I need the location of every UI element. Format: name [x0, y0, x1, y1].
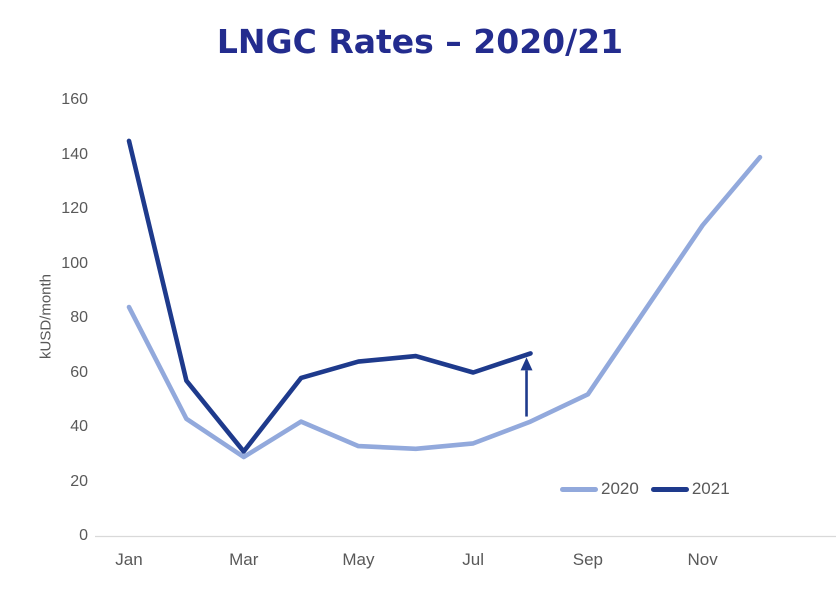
chart-title: LNGC Rates – 2020/21 — [216, 22, 624, 61]
y-tick-label-140: 140 — [61, 145, 88, 163]
legend-item-2020: 2020 — [560, 479, 639, 499]
annotation-arrow-head — [520, 357, 533, 371]
y-tick-label-60: 60 — [70, 363, 88, 381]
legend-swatch-2021 — [650, 486, 689, 492]
legend-label-2021: 2021 — [691, 479, 730, 498]
x-tick-label-Mar: Mar — [229, 550, 259, 569]
y-tick-label-80: 80 — [70, 309, 88, 326]
x-tick-label-Jan: Jan — [115, 550, 143, 569]
y-tick-label-0: 0 — [79, 527, 88, 544]
x-tick-label-Jul: Jul — [462, 550, 485, 569]
legend-swatch-2020 — [560, 486, 598, 492]
series-line-2020 — [126, 154, 763, 460]
legend-item-2021: 2021 — [650, 479, 730, 499]
series-line-2021 — [126, 138, 533, 454]
y-tick-label-120: 120 — [61, 200, 88, 217]
x-tick-label-Sep: Sep — [572, 550, 603, 569]
x-tick-label-May: May — [342, 550, 375, 569]
y-tick-label-40: 40 — [70, 418, 88, 435]
legend: 2020 2021 — [560, 479, 730, 499]
x-tick-label-Nov: Nov — [687, 550, 718, 569]
y-tick-label-100: 100 — [61, 254, 88, 272]
legend-label-2020: 2020 — [601, 479, 639, 498]
y-tick-label-20: 20 — [70, 472, 88, 490]
y-tick-label-160: 160 — [61, 91, 88, 108]
